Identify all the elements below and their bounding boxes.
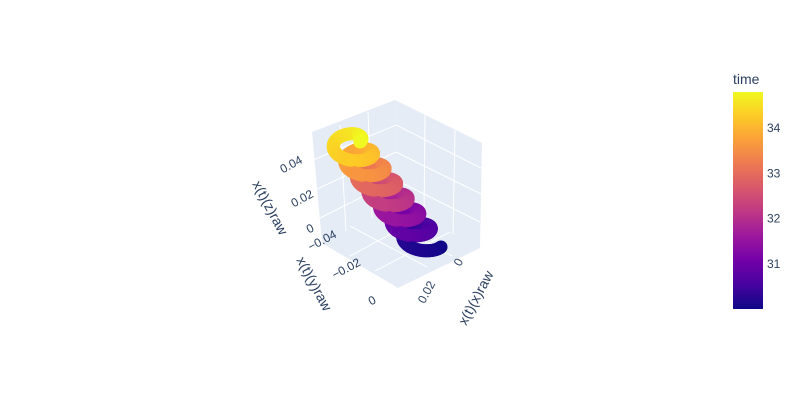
trajectory-point <box>363 182 377 196</box>
z-tick-label: 0 <box>304 221 317 237</box>
colorbar-gradient <box>733 92 763 309</box>
colorbar-tick-label: 33 <box>767 166 781 180</box>
y-tick-label: 0 <box>366 293 379 309</box>
trajectory-point <box>374 197 388 211</box>
trajectory-point <box>397 227 411 241</box>
z-axis-title: x(t)(z)raw <box>249 178 291 238</box>
trajectory-point <box>386 212 400 226</box>
z-tick-label: 0.02 <box>289 187 316 210</box>
trajectory-points <box>326 127 448 258</box>
colorbar-tick-label: 31 <box>767 257 781 271</box>
x-tick-label: 0.02 <box>415 278 438 305</box>
colorbar-tick-label: 32 <box>767 212 781 226</box>
trajectory-point <box>409 242 423 256</box>
colorbar: time 31 32 33 34 <box>733 71 781 309</box>
trajectory-point <box>351 167 365 181</box>
trajectory-point <box>353 135 367 149</box>
y-tick-label: −0.02 <box>329 255 363 282</box>
scene[interactable] <box>312 100 482 288</box>
colorbar-ticks: 31 32 33 34 <box>767 121 781 271</box>
trajectory-point <box>339 152 353 166</box>
y-axis-title: x(t)(y)raw <box>293 254 335 314</box>
z-tick-label: 0.04 <box>278 153 305 176</box>
colorbar-tick-label: 34 <box>767 121 781 135</box>
colorbar-title: time <box>733 71 760 87</box>
x-axis-title: x(t)(x)raw <box>455 267 497 327</box>
